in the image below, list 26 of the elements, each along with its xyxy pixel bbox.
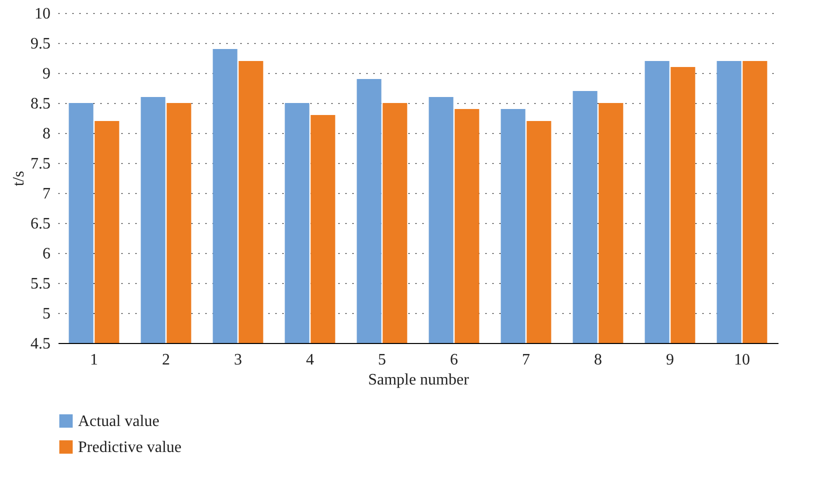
y-tick-label: 6 bbox=[42, 246, 50, 262]
x-tick-label: 9 bbox=[666, 352, 674, 368]
x-tick-label: 10 bbox=[734, 352, 750, 368]
y-tick-label: 5.5 bbox=[30, 276, 50, 292]
y-tick-label: 10 bbox=[34, 6, 50, 22]
y-axis-title: t/s bbox=[10, 170, 28, 186]
y-tick-label: 7.5 bbox=[30, 156, 50, 172]
x-tick-label: 5 bbox=[378, 352, 386, 368]
y-tick-label: 4.5 bbox=[30, 336, 50, 352]
x-tick-label: 6 bbox=[450, 352, 458, 368]
legend-label: Predictive value bbox=[78, 439, 182, 456]
x-tick-label: 8 bbox=[594, 352, 602, 368]
x-tick-label: 2 bbox=[162, 352, 170, 368]
x-tick-label: 1 bbox=[90, 352, 98, 368]
y-tick-label: 6.5 bbox=[30, 216, 50, 232]
y-tick-label: 8.5 bbox=[30, 96, 50, 112]
x-tick-label: 3 bbox=[234, 352, 242, 368]
y-tick-label: 9.5 bbox=[30, 36, 50, 52]
x-tick-label: 4 bbox=[306, 352, 314, 368]
legend-label: Actual value bbox=[78, 413, 160, 430]
y-tick-label: 8 bbox=[42, 126, 50, 142]
x-axis-title: Sample number bbox=[368, 372, 470, 388]
y-tick-label: 9 bbox=[42, 66, 50, 82]
y-tick-label: 7 bbox=[42, 186, 50, 202]
y-tick-label: 5 bbox=[42, 306, 50, 322]
x-tick-label: 7 bbox=[522, 352, 530, 368]
